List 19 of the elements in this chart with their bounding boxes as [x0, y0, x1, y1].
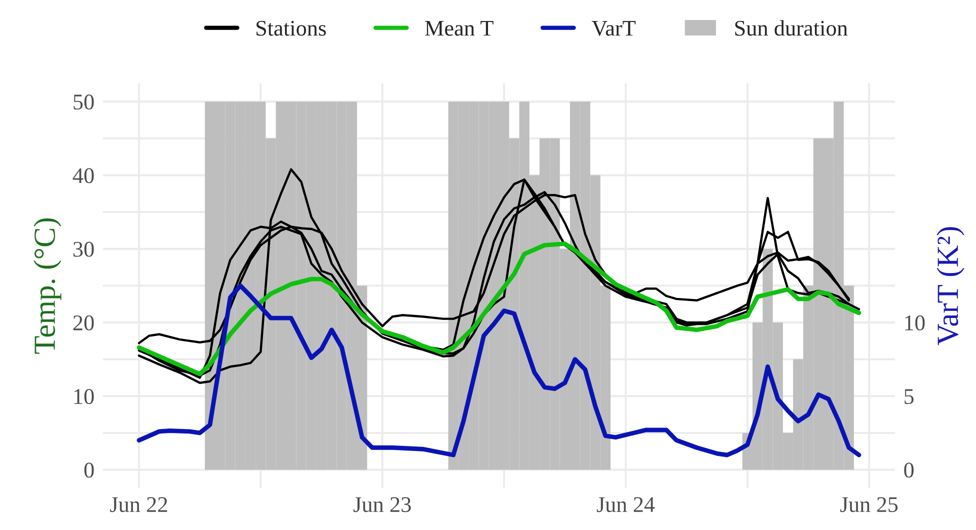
- y-tick-label: 50: [74, 94, 94, 110]
- legend-label: VarT: [592, 21, 636, 36]
- y2-tick-label: 10: [905, 315, 925, 330]
- y2-axis-title: VarT (K²): [936, 227, 964, 346]
- x-tick-label: Jun 23: [353, 497, 411, 512]
- y-tick-label: 30: [73, 242, 94, 257]
- y-tick-label: 40: [72, 168, 94, 184]
- y2-tick-label: 5: [904, 389, 914, 404]
- y2-tick-label: 0: [904, 462, 914, 478]
- legend-label: Mean T: [425, 21, 494, 36]
- y-axis-title: Temp. (°C): [34, 218, 62, 354]
- x-tick-label: Jun 25: [840, 497, 898, 512]
- y-tick-label: 0: [84, 462, 94, 478]
- y-tick-label: 20: [73, 315, 94, 330]
- x-tick-label: Jun 22: [110, 497, 168, 512]
- y-tick-label: 10: [74, 389, 94, 404]
- x-tick-label: Jun 24: [596, 497, 655, 512]
- legend-label: Stations: [256, 20, 326, 36]
- legend-label: Sun duration: [735, 20, 848, 36]
